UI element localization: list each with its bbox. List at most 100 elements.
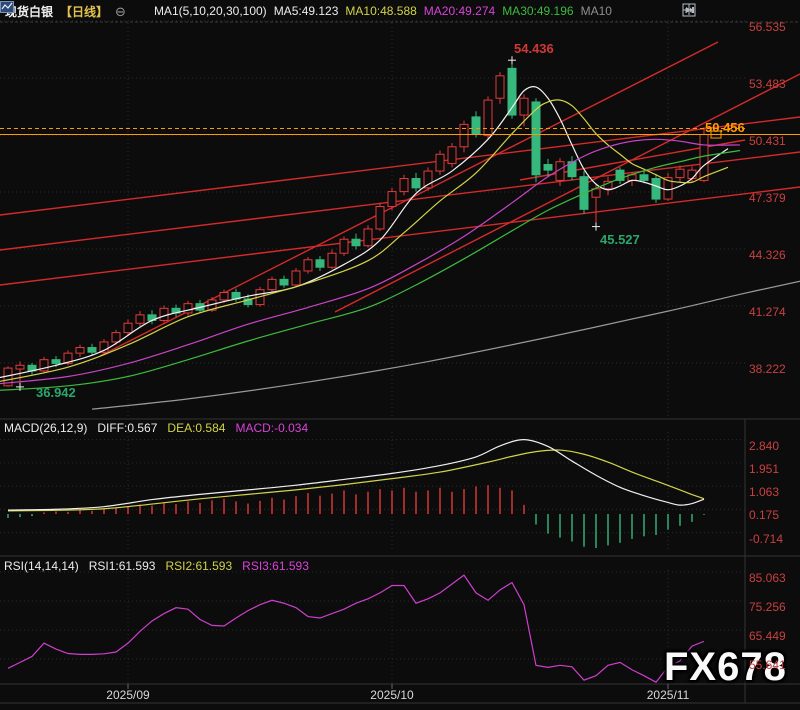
y-axis-label: 41.274 [749,305,786,319]
dea-line [7,449,705,512]
rsi-title: RSI(14,14,14) [4,559,79,573]
candle [303,259,313,272]
rsi1-value: RSI1:61.593 [88,559,156,573]
candle [519,97,529,116]
macd-panel [7,438,705,549]
candle [663,177,673,200]
candle [399,178,409,193]
candle [183,303,193,314]
macd-title: MACD(26,12,9) [4,421,88,435]
candle [15,364,25,370]
ma100-line [91,280,800,410]
ma20-line [0,138,741,385]
candle [75,347,85,354]
collapse-icon[interactable]: ⊖ [115,3,126,19]
candle [51,359,61,364]
candle [471,116,481,135]
exit-icon[interactable] [682,3,744,17]
candle [651,178,661,200]
y-axis-label: 38.222 [749,362,786,376]
candle [531,101,541,176]
rsi-legend: RSI(14,14,14) RSI1:61.593 RSI2:61.593 RS… [4,559,309,573]
candle [123,322,133,334]
ma20-value: MA20:49.274 [423,4,496,18]
candle [99,341,109,353]
y-axis-label: 53.483 [749,77,786,91]
candle [495,75,505,99]
candle [315,259,325,268]
candle [639,174,649,181]
candle [39,359,49,372]
candle [483,99,493,137]
main-chart-panel [0,41,800,410]
ma5-line [0,86,729,379]
macd-value: MACD:-0.034 [235,421,309,435]
y-axis-label: 44.326 [749,248,786,262]
ma10-line [0,99,729,382]
chart-type-icon[interactable] [0,1,147,18]
period-label: 【日线】 [60,4,109,19]
candle [423,170,433,189]
symbol-name: 现货白银 [5,4,54,19]
start-low-price-label: 36.942 [36,385,76,400]
low-price-label: 45.527 [600,232,640,247]
ma10-value: MA10:48.588 [345,4,417,18]
ma5-value: MA5:49.123 [273,4,339,18]
rsi-line [7,574,705,683]
candle [339,238,349,254]
rsi-panel [7,574,705,683]
dea-value: DEA:0.584 [167,421,226,435]
candle [159,307,169,321]
candle [351,238,361,247]
rsi3-value: RSI3:61.593 [242,559,309,573]
candles [3,60,709,387]
ma30-value: MA30:49.196 [502,4,574,18]
candle [507,67,517,116]
high-price-label: 54.436 [514,41,554,56]
y-axis-label: 2.840 [749,438,780,453]
macd-legend: MACD(26,12,9) DIFF:0.567 DEA:0.584 MACD:… [4,421,308,435]
candle [675,168,685,179]
top-bar: 现货白银 【日线】 ⊖ MA1(5,10,20,30,100) MA5:49.1… [0,0,800,22]
candle [111,332,121,343]
candle [447,146,457,165]
y-axis-label: 47.379 [749,190,786,205]
trend-line [334,73,800,313]
y-axis-label: 1.063 [749,485,780,500]
candle [243,298,253,306]
y-axis-label: 75.256 [749,599,786,614]
y-axis-label: 85.063 [749,570,786,585]
candle [87,347,97,353]
candle [363,228,373,247]
diff-value: DIFF:0.567 [97,421,158,435]
y-axis-label: 0.175 [749,508,780,523]
ma30-line [0,149,741,391]
y-axis-label: 55.641 [749,658,786,672]
candle [135,314,145,324]
trend-line [0,151,800,251]
candle [699,134,709,181]
y-axis-label: 65.449 [749,628,786,643]
candle [327,252,337,268]
candle [267,278,277,291]
candle [387,191,397,208]
y-axis-label: 50.431 [749,134,786,148]
candle [459,123,469,148]
diff-line [7,438,705,511]
candle [291,270,301,286]
candle [615,169,625,181]
trend-line [0,116,800,216]
candle [687,169,697,180]
candle [543,164,553,171]
candle [411,178,421,189]
x-axis-label: 2025/11 [646,688,690,702]
candle [63,352,73,364]
candle [279,278,289,286]
y-axis-label: -0.714 [749,531,784,546]
x-axis-label: 2025/09 [106,688,150,702]
current-price-tag: 50.456 [705,120,745,135]
watermark: FX678 [664,645,787,689]
ma-settings-label: MA1(5,10,20,30,100) [153,4,267,18]
